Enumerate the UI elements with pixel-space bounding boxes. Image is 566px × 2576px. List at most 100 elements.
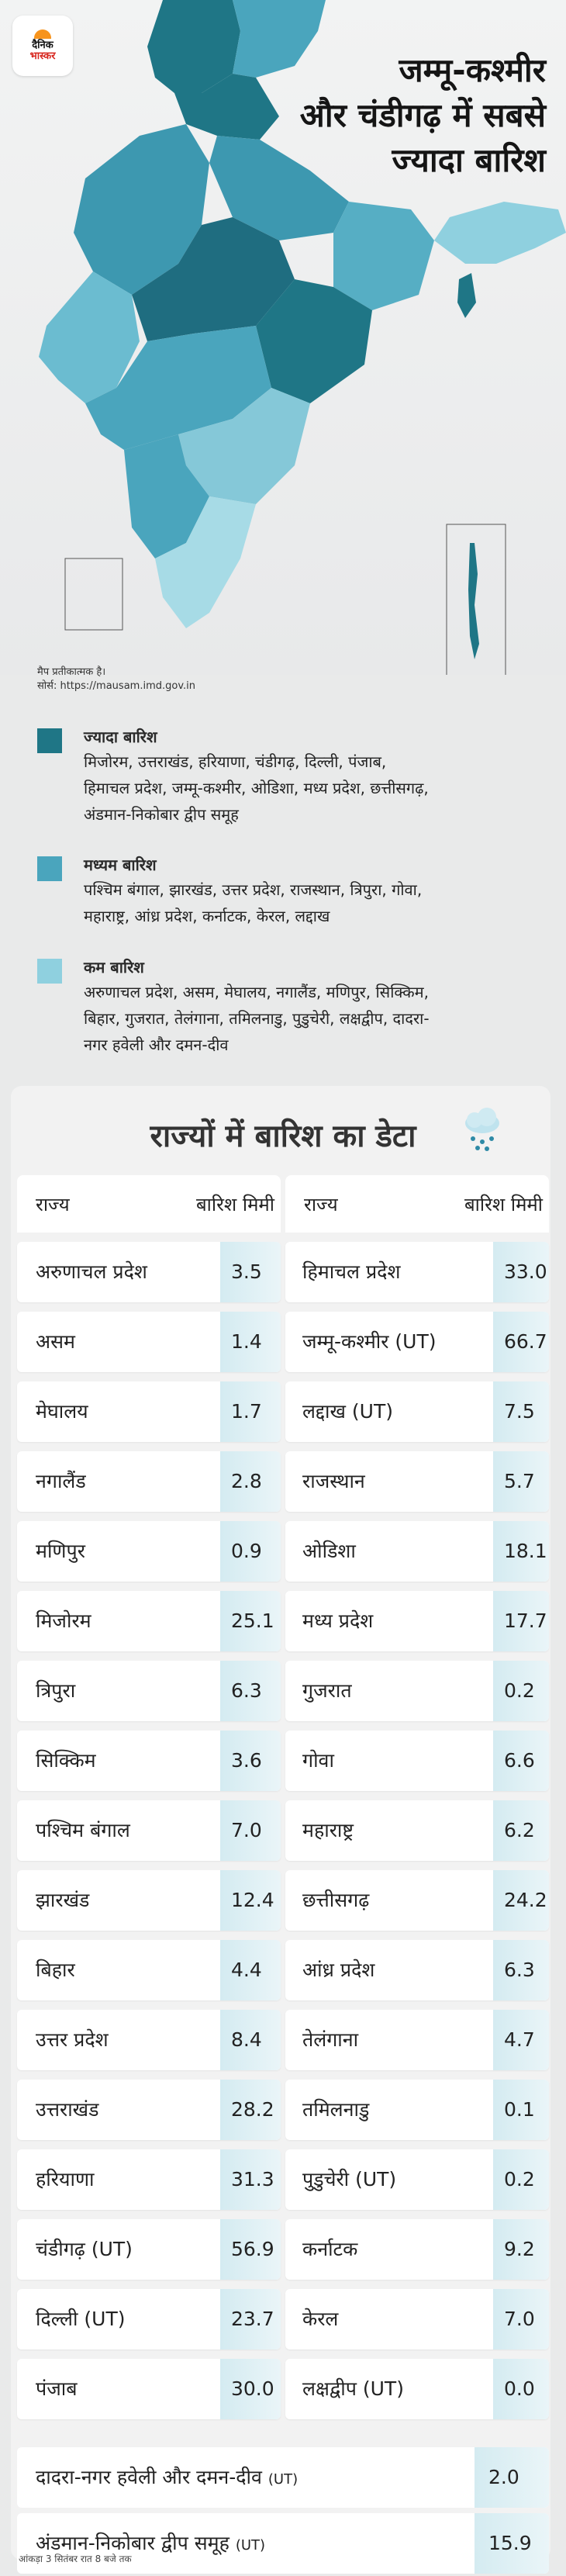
table-row: पश्चिम बंगाल 7.0 bbox=[17, 1800, 281, 1861]
table-row: लक्षद्वीप (UT) 0.0 bbox=[285, 2359, 549, 2419]
table-row: मणिपुर 0.9 bbox=[17, 1521, 281, 1582]
table-header-right: राज्य बारिश मिमी bbox=[285, 1175, 549, 1233]
header-rain: बारिश मिमी bbox=[195, 1193, 274, 1215]
row-rain: 7.5 bbox=[493, 1381, 549, 1442]
table-row: महाराष्ट्र 6.2 bbox=[285, 1800, 549, 1861]
row-rain: 56.9 bbox=[220, 2219, 281, 2280]
map-disclaimer: मैप प्रतीकात्मक है। bbox=[37, 666, 106, 678]
legend-title-medium: मध्यम बारिश bbox=[84, 856, 157, 874]
table-row: गुजरात 0.2 bbox=[285, 1661, 549, 1721]
row-state: उत्तराखंड bbox=[36, 2098, 99, 2121]
legend-list-medium-2: महाराष्ट्र, आंध्र प्रदेश, कर्नाटक, केरल,… bbox=[84, 907, 330, 925]
table-row: बिहार 4.4 bbox=[17, 1940, 281, 2000]
row-rain: 33.0 bbox=[493, 1242, 549, 1302]
legend-list-low-1: अरुणाचल प्रदेश, असम, मेघालय, नगालैंड, मण… bbox=[84, 983, 429, 1001]
headline: जम्मू-कश्मीर और चंडीगढ़ में सबसे ज्यादा … bbox=[220, 48, 546, 183]
legend-title-high: ज्यादा बारिश bbox=[84, 728, 157, 746]
headline-line-2: और चंडीगढ़ में सबसे bbox=[299, 96, 546, 134]
footnote: आंकड़ा 3 सितंबर रात 8 बजे तक bbox=[19, 2554, 132, 2564]
row-state-suffix: (UT) bbox=[235, 2537, 266, 2554]
row-state: मणिपुर bbox=[36, 1540, 85, 1562]
row-state: मिजोरम bbox=[36, 1610, 91, 1632]
table-row: असम 1.4 bbox=[17, 1312, 281, 1372]
row-state: अरुणाचल प्रदेश bbox=[36, 1260, 147, 1283]
row-rain: 0.9 bbox=[220, 1521, 281, 1582]
row-state: हरियाणा bbox=[36, 2168, 95, 2190]
row-state: राजस्थान bbox=[302, 1470, 365, 1492]
legend-swatch-high bbox=[37, 728, 62, 753]
row-rain: 31.3 bbox=[220, 2149, 281, 2210]
map-region-andaman bbox=[468, 543, 479, 659]
map-region-gujarat bbox=[39, 271, 140, 403]
row-state: महाराष्ट्र bbox=[302, 1819, 354, 1841]
row-state: पंजाब bbox=[36, 2377, 78, 2400]
row-state: गोवा bbox=[302, 1749, 334, 1772]
map-hero: दैनिक भास्कर जम्मू-कश्मीर और चंडीगढ़ में… bbox=[0, 0, 566, 675]
row-rain: 28.2 bbox=[220, 2080, 281, 2140]
row-rain: 3.6 bbox=[220, 1731, 281, 1791]
row-state: गुजरात bbox=[302, 1679, 352, 1702]
table-row: मिजोरम 25.1 bbox=[17, 1591, 281, 1651]
row-rain: 2.8 bbox=[220, 1451, 281, 1512]
legend-title-low: कम बारिश bbox=[84, 958, 144, 977]
row-state: छत्तीसगढ़ bbox=[302, 1889, 370, 1911]
headline-line-1: जम्मू-कश्मीर bbox=[399, 51, 546, 89]
legend-high: ज्यादा बारिश मिजोरम, उत्तराखंड, हरियाणा,… bbox=[37, 725, 549, 828]
legend-list-low-3: नगर हवेली और दमन-दीव bbox=[84, 1036, 229, 1054]
table-row: दिल्ली (UT) 23.7 bbox=[17, 2289, 281, 2350]
row-rain: 15.9 bbox=[475, 2513, 549, 2574]
row-rain: 8.4 bbox=[220, 2010, 281, 2070]
row-rain: 0.0 bbox=[493, 2359, 549, 2419]
india-rain-map bbox=[39, 0, 566, 675]
row-state: असम bbox=[36, 1330, 75, 1353]
row-state: झारखंड bbox=[36, 1889, 90, 1911]
row-rain: 30.0 bbox=[220, 2359, 281, 2419]
row-state: नगालैंड bbox=[36, 1470, 86, 1492]
legend-swatch-medium bbox=[37, 856, 62, 881]
row-state: पुडुचेरी (UT) bbox=[302, 2168, 397, 2190]
sun-icon bbox=[34, 29, 51, 39]
table-column-left: राज्य बारिश मिमी अरुणाचल प्रदेश 3.5 असम 1.4… bbox=[17, 1175, 281, 2419]
table-row: छत्तीसगढ़ 24.2 bbox=[285, 1870, 549, 1931]
row-state: अंडमान-निकोबार द्वीप समूह (UT) bbox=[36, 2513, 265, 2576]
row-rain: 0.2 bbox=[493, 2149, 549, 2210]
legend-list-high-1: मिजोरम, उत्तराखंड, हरियाणा, चंडीगढ़, दिल… bbox=[84, 752, 387, 771]
legend-low: कम बारिश अरुणाचल प्रदेश, असम, मेघालय, नग… bbox=[37, 956, 549, 1058]
headline-line-3: ज्यादा बारिश bbox=[392, 141, 546, 179]
row-rain: 12.4 bbox=[220, 1870, 281, 1931]
row-rain: 1.4 bbox=[220, 1312, 281, 1372]
table-header-left: राज्य बारिश मिमी bbox=[17, 1175, 281, 1233]
map-note: मैप प्रतीकात्मक है। सोर्स: https://mausa… bbox=[37, 666, 195, 693]
row-state: दिल्ली (UT) bbox=[36, 2308, 126, 2330]
row-state: तेलंगाना bbox=[302, 2028, 359, 2051]
table-row: जम्मू-कश्मीर (UT) 66.7 bbox=[285, 1312, 549, 1372]
header-state: राज्य bbox=[304, 1193, 338, 1215]
row-rain: 23.7 bbox=[220, 2289, 281, 2350]
table-row: चंडीगढ़ (UT) 56.9 bbox=[17, 2219, 281, 2280]
logo-line-1: दैनिक bbox=[32, 40, 53, 51]
row-rain: 7.0 bbox=[220, 1800, 281, 1861]
row-rain: 6.3 bbox=[493, 1940, 549, 2000]
table-column-right: राज्य बारिश मिमी हिमाचल प्रदेश 33.0 जम्मू-… bbox=[285, 1175, 549, 2419]
row-state: लद्दाख (UT) bbox=[302, 1400, 393, 1423]
map-region-maharashtra bbox=[85, 326, 271, 450]
header-rain: बारिश मिमी bbox=[464, 1193, 543, 1215]
map-region-ladakh bbox=[233, 0, 326, 78]
row-state: हिमाचल प्रदेश bbox=[302, 1260, 401, 1283]
row-rain: 25.1 bbox=[220, 1591, 281, 1651]
legend-list-high-3: अंडमान-निकोबार द्वीप समूह bbox=[84, 805, 239, 824]
table-row: गोवा 6.6 bbox=[285, 1731, 549, 1791]
map-region-mp bbox=[132, 217, 295, 341]
map-region-rajasthan bbox=[74, 124, 209, 295]
table-row: झारखंड 12.4 bbox=[17, 1870, 281, 1931]
table-row: तमिलनाडु 0.1 bbox=[285, 2080, 549, 2140]
row-state: बिहार bbox=[36, 1959, 75, 1981]
row-rain: 17.7 bbox=[493, 1591, 549, 1651]
row-state: दादरा-नगर हवेली और दमन-दीव (UT) bbox=[36, 2447, 298, 2510]
map-inset-lakshadweep bbox=[64, 558, 123, 631]
row-rain: 6.2 bbox=[493, 1800, 549, 1861]
table-row: कर्नाटक 9.2 bbox=[285, 2219, 549, 2280]
map-region-north bbox=[174, 74, 279, 140]
map-region-south-central bbox=[178, 388, 310, 504]
row-rain: 1.7 bbox=[220, 1381, 281, 1442]
